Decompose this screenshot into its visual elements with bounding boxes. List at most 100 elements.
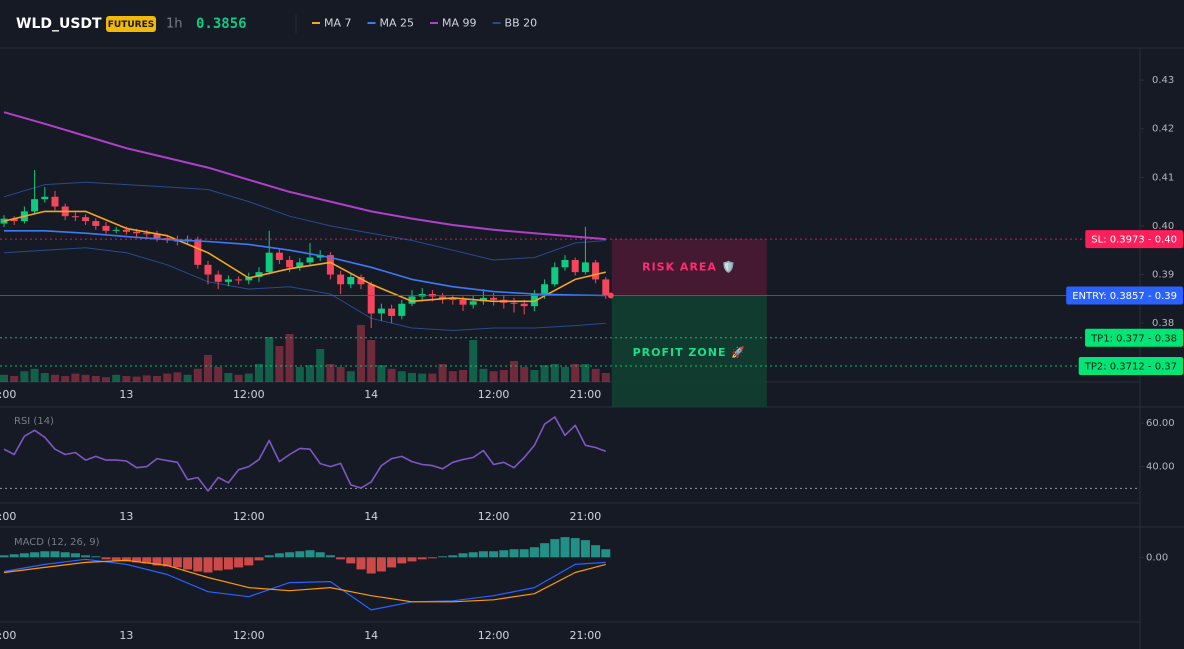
candle-body	[561, 259, 569, 268]
candle-body	[275, 252, 283, 260]
candle-body	[357, 276, 365, 285]
candle-body	[204, 264, 212, 275]
volume-bar	[61, 376, 70, 382]
candle-body	[122, 229, 130, 232]
candle-body	[214, 274, 222, 282]
macd-bar	[172, 557, 182, 568]
candle-body	[581, 262, 589, 273]
volume-bar	[581, 364, 590, 382]
x-tick-label: 14	[364, 510, 378, 523]
macd-bar	[601, 549, 611, 558]
badge: FUTURES	[108, 20, 154, 30]
macd-bar	[111, 557, 121, 561]
volume-bar	[214, 367, 223, 382]
y-tick-label: 0.38	[1152, 318, 1174, 329]
macd-bar	[417, 557, 427, 560]
y-tick-label: 0.40	[1152, 221, 1174, 232]
macd-bar	[499, 550, 509, 558]
volume-bar	[479, 368, 488, 382]
macd-bar	[407, 557, 417, 562]
candle-body	[194, 239, 202, 265]
candle-body	[367, 284, 375, 314]
ma-line	[3, 111, 606, 241]
macd-bar	[448, 555, 458, 558]
symbol: WLD_USDT	[16, 16, 102, 32]
x-tick-label: 12:00	[478, 629, 510, 642]
macd-bar	[101, 557, 111, 560]
macd-bar	[203, 557, 213, 573]
candle-body	[510, 302, 518, 304]
x-tick-label: 12:00	[478, 510, 510, 523]
volume-bar	[265, 337, 274, 382]
volume-bar	[448, 371, 457, 382]
candle-body	[326, 255, 334, 275]
candle-body	[31, 199, 39, 212]
candle-body	[541, 284, 549, 295]
volume-bar	[81, 374, 90, 382]
bb-upper	[3, 181, 606, 261]
candle-body	[51, 196, 59, 207]
last-price: 0.3856	[196, 16, 247, 32]
x-tick-label: 13	[119, 510, 133, 523]
macd-bar	[223, 557, 233, 570]
profit-label: PROFIT ZONE 🚀	[633, 346, 746, 359]
candle-body	[133, 231, 141, 234]
interval: 1h	[166, 17, 183, 32]
x-tick-label: 14	[364, 629, 378, 642]
macd-bar	[19, 553, 29, 558]
macd-bar	[305, 550, 315, 558]
candle-body	[102, 225, 110, 231]
volume-bar	[234, 374, 243, 382]
volume-bar	[173, 372, 182, 382]
volume-bar	[51, 374, 59, 382]
candle-body	[377, 308, 385, 314]
candle-body	[41, 196, 49, 200]
volume-bar	[295, 367, 304, 382]
risk-label: RISK AREA 🛡️	[642, 260, 736, 273]
candle-body	[347, 276, 355, 285]
volume-bar	[30, 368, 39, 382]
volume-bar	[418, 373, 427, 382]
macd-bar	[315, 552, 325, 558]
candle-body	[602, 279, 610, 296]
macd-bar	[244, 557, 254, 566]
volume-bar	[326, 364, 335, 382]
macd-bar	[580, 540, 590, 558]
candle-body	[439, 296, 447, 299]
candle-body	[82, 217, 90, 222]
rsi-line	[3, 416, 607, 492]
candle-body	[235, 279, 243, 281]
risk-area	[611, 239, 767, 296]
candle-body	[490, 297, 498, 300]
macd-bar	[325, 555, 335, 558]
candle-body	[71, 216, 79, 218]
volume-bar	[204, 355, 212, 382]
ma-line	[3, 210, 606, 303]
volume-bar	[469, 340, 478, 382]
volume-bar	[193, 368, 202, 382]
macd-bar	[458, 553, 468, 558]
x-tick-label: 2:00	[0, 388, 16, 401]
volume-bar	[255, 364, 263, 382]
candle-body	[388, 308, 396, 316]
macd-title: MACD (12, 26, 9)	[14, 537, 100, 548]
candle-body	[265, 252, 273, 273]
volume-bar	[408, 373, 416, 382]
level-label: TP1: 0.377 - 0.38	[1090, 333, 1177, 344]
volume-bar	[591, 368, 600, 382]
volume-bar	[357, 325, 365, 382]
badge-bg	[106, 16, 156, 32]
macd-bar	[468, 552, 478, 558]
candle-body	[296, 262, 304, 268]
volume-bar	[428, 373, 437, 382]
signal-line	[3, 559, 606, 603]
macd-bar	[509, 549, 519, 558]
y-tick-label: 0.42	[1152, 124, 1174, 135]
candle-body	[551, 267, 559, 285]
volume-bar	[275, 346, 284, 382]
candle-body	[469, 301, 477, 305]
volume-bar	[102, 377, 110, 382]
volume-bar	[10, 376, 19, 382]
candle-body	[479, 297, 487, 302]
